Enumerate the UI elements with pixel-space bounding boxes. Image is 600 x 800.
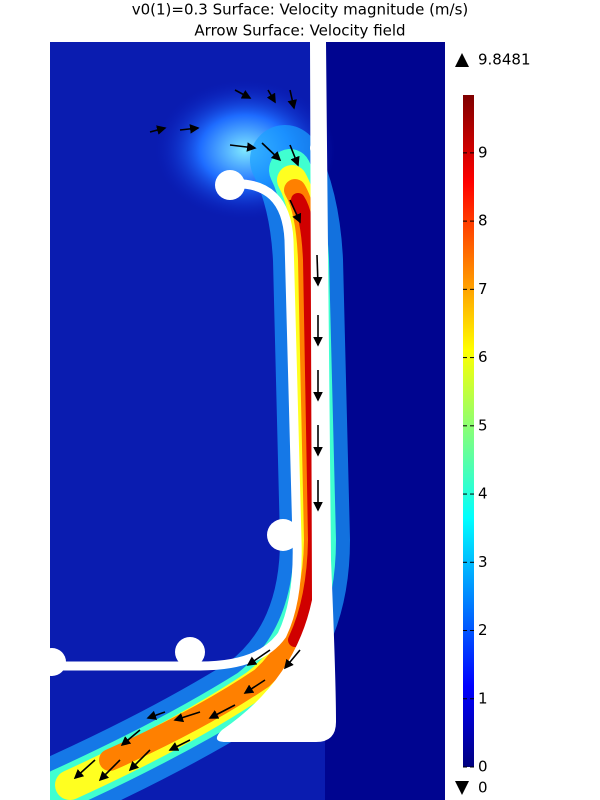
title-line: Arrow Surface: Velocity field xyxy=(194,22,405,40)
colorbar-tick-label: 9 xyxy=(478,143,488,161)
colorbar-tick-label: 1 xyxy=(478,689,488,707)
max-marker xyxy=(455,53,469,67)
colorbar-tick-label: 4 xyxy=(478,485,488,503)
field xyxy=(50,42,445,800)
colorbar-tick-label: 8 xyxy=(478,212,488,230)
max-label: 9.8481 xyxy=(478,51,531,69)
colorbar-tick-label: 7 xyxy=(478,280,488,298)
colorbar-tick-label: 2 xyxy=(478,621,488,639)
colorbar-tick-label: 6 xyxy=(478,348,488,366)
min-marker xyxy=(455,781,469,795)
colorbar-tick-label: 5 xyxy=(478,416,488,434)
min-label: 0 xyxy=(478,779,488,797)
colorbar xyxy=(463,95,474,767)
colorbar-tick-label: 0 xyxy=(478,758,488,776)
colorbar-tick-label: 3 xyxy=(478,553,488,571)
title-line: v0(1)=0.3 Surface: Velocity magnitude (m… xyxy=(132,1,469,19)
